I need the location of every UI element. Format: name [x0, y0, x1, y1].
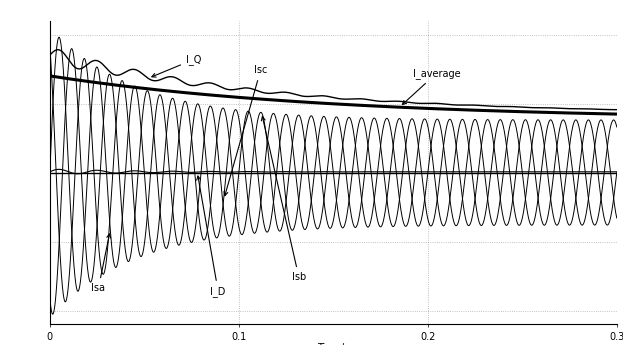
Text: I_average: I_average: [402, 68, 460, 105]
Text: I_Q: I_Q: [152, 54, 201, 77]
Text: Isb: Isb: [262, 117, 306, 282]
X-axis label: Time/s: Time/s: [317, 343, 350, 345]
Text: I_D: I_D: [197, 176, 226, 297]
Text: Isa: Isa: [92, 234, 111, 293]
Text: Isc: Isc: [224, 65, 267, 196]
